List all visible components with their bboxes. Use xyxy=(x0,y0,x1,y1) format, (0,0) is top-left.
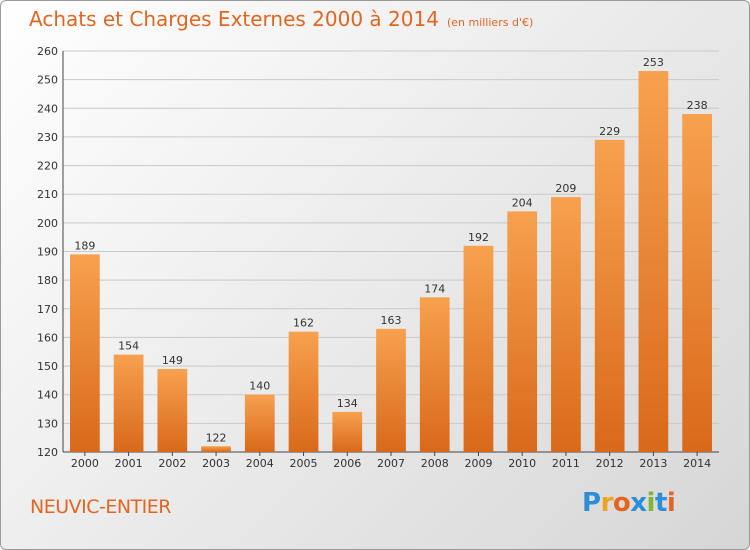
bar-2010 xyxy=(507,211,538,452)
y-tick-label: 180 xyxy=(37,274,58,287)
y-tick-label: 250 xyxy=(37,74,58,87)
x-tick-label: 2000 xyxy=(71,457,99,470)
y-tick-label: 200 xyxy=(37,217,58,230)
data-label: 192 xyxy=(468,231,489,244)
x-tick-label: 2008 xyxy=(421,457,449,470)
bar-2007 xyxy=(376,328,406,452)
proxiti-logo: Proxiti xyxy=(582,488,676,518)
y-tick-label: 190 xyxy=(37,246,58,259)
x-tick-label: 2005 xyxy=(290,457,318,470)
x-tick-label: 2013 xyxy=(639,457,667,470)
data-label: 154 xyxy=(118,340,139,353)
y-tick-label: 230 xyxy=(37,131,58,144)
x-tick-label: 2001 xyxy=(115,457,143,470)
x-tick-label: 2012 xyxy=(596,457,624,470)
data-label: 229 xyxy=(599,125,620,138)
bar-2008 xyxy=(419,297,450,452)
bar-2003 xyxy=(201,446,231,452)
bar-2013 xyxy=(638,71,669,453)
bar-2009 xyxy=(463,245,494,452)
data-label: 174 xyxy=(424,282,445,295)
y-tick-label: 240 xyxy=(37,102,58,115)
data-label: 140 xyxy=(249,380,270,393)
data-label: 149 xyxy=(162,354,183,367)
bar-2011 xyxy=(551,197,581,452)
bar-2012 xyxy=(594,139,625,453)
y-tick-label: 150 xyxy=(37,360,58,373)
bar-2004 xyxy=(244,394,275,452)
x-tick-label: 2006 xyxy=(333,457,361,470)
x-tick-label: 2004 xyxy=(246,457,274,470)
bar-2000 xyxy=(69,254,100,452)
chart-title: Achats et Charges Externes 2000 à 2014 (e… xyxy=(29,7,533,31)
x-tick-label: 2007 xyxy=(377,457,405,470)
x-tick-label: 2003 xyxy=(202,457,230,470)
data-label: 238 xyxy=(687,99,708,112)
bar-2006 xyxy=(332,411,363,452)
y-tick-label: 260 xyxy=(37,45,58,58)
data-label: 162 xyxy=(293,317,314,330)
data-label: 209 xyxy=(555,182,576,195)
x-tick-label: 2014 xyxy=(683,457,711,470)
bar-2014 xyxy=(682,114,713,452)
y-tick-label: 140 xyxy=(37,389,58,402)
data-label: 204 xyxy=(512,196,533,209)
y-tick-label: 220 xyxy=(37,160,58,173)
y-tick-label: 170 xyxy=(37,303,58,316)
y-tick-label: 210 xyxy=(37,188,58,201)
data-label: 253 xyxy=(643,56,664,69)
y-tick-label: 160 xyxy=(37,331,58,344)
bar-2002 xyxy=(157,368,188,452)
x-tick-label: 2002 xyxy=(158,457,186,470)
location-name: NEUVIC-ENTIER xyxy=(30,496,171,518)
data-label: 163 xyxy=(381,314,402,327)
y-tick-label: 130 xyxy=(37,417,58,430)
data-label: 122 xyxy=(206,431,227,444)
x-tick-label: 2011 xyxy=(552,457,580,470)
chart-subtitle: (en milliers d'€) xyxy=(446,16,534,29)
bar-2005 xyxy=(288,331,319,452)
x-tick-label: 2010 xyxy=(508,457,536,470)
bar-2001 xyxy=(113,354,144,452)
data-label: 189 xyxy=(74,239,95,252)
y-tick-label: 120 xyxy=(37,446,58,459)
title-text: Achats et Charges Externes 2000 à 2014 xyxy=(29,7,439,31)
data-label: 134 xyxy=(337,397,358,410)
x-tick-label: 2009 xyxy=(464,457,492,470)
